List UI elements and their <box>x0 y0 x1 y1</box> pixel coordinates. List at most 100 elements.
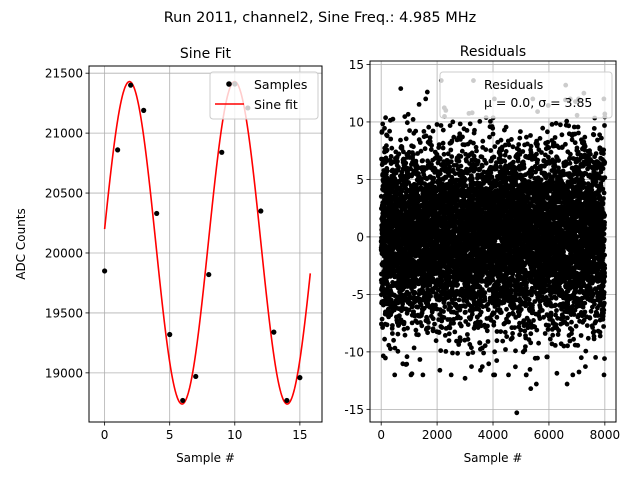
residual-point <box>474 148 479 154</box>
residual-point <box>498 137 504 143</box>
residual-point <box>509 335 515 341</box>
residual-point <box>498 329 504 334</box>
residual-point <box>440 145 446 151</box>
sample-point <box>219 149 225 155</box>
residual-point <box>515 158 521 164</box>
left-y-tick-label: 20500 <box>45 187 83 201</box>
left-x-tick-label: 0 <box>101 428 109 442</box>
residual-point <box>482 290 488 296</box>
residual-point <box>494 338 500 344</box>
residual-point <box>485 307 491 313</box>
residual-point <box>403 136 409 142</box>
residual-point <box>450 119 456 125</box>
left-x-tick-label: 15 <box>292 428 307 442</box>
residual-point <box>469 345 474 351</box>
residual-point <box>419 323 425 329</box>
residual-point <box>504 306 509 312</box>
residual-point <box>471 140 476 146</box>
residual-point <box>387 193 393 199</box>
residual-point <box>452 329 458 335</box>
residual-point <box>384 143 389 149</box>
residual-point <box>438 348 444 353</box>
residual-point <box>416 102 422 107</box>
sine-fit-y-axis-label: ADC Counts <box>14 208 28 280</box>
residual-point <box>395 348 401 354</box>
residual-point <box>503 149 509 154</box>
sample-point <box>297 375 303 381</box>
residual-point <box>465 332 470 337</box>
residual-point <box>412 284 417 289</box>
residual-point <box>417 357 423 362</box>
residual-point <box>380 325 385 330</box>
sample-point <box>154 210 160 217</box>
residual-point <box>416 332 421 338</box>
residual-point <box>396 164 401 170</box>
residual-point <box>420 158 425 164</box>
residual-point <box>458 154 464 159</box>
sample-point <box>284 397 290 404</box>
sample-point <box>206 271 212 278</box>
residual-point <box>429 143 434 148</box>
left-y-tick-label: 21000 <box>45 127 83 141</box>
residual-point <box>486 361 492 367</box>
residual-point <box>443 349 449 354</box>
sample-point <box>141 107 147 113</box>
residual-point <box>458 315 463 321</box>
residual-point <box>502 158 508 164</box>
residual-point <box>437 156 443 161</box>
residual-point <box>510 144 516 150</box>
residual-point <box>485 339 491 344</box>
residual-point <box>430 128 436 134</box>
residual-point <box>492 372 498 378</box>
residual-point <box>512 325 517 330</box>
residual-point <box>382 125 387 131</box>
residual-point <box>405 111 411 117</box>
residual-point <box>440 140 446 146</box>
residual-point <box>464 127 470 133</box>
sine-fit-plot-area <box>102 80 312 405</box>
residual-point <box>463 309 468 315</box>
left-y-tick-label: 19500 <box>45 306 83 320</box>
residual-point <box>481 350 486 356</box>
residual-point <box>415 151 420 156</box>
residual-point <box>494 358 500 363</box>
residual-point <box>498 310 504 315</box>
residual-point <box>383 115 388 121</box>
residual-point <box>477 119 483 124</box>
left-y-tick-label: 21500 <box>45 67 83 81</box>
residual-point <box>503 124 509 130</box>
residual-point <box>428 293 433 299</box>
residual-point <box>390 331 395 336</box>
legend-samples-label: Samples <box>254 77 307 92</box>
residual-point <box>455 350 460 356</box>
residual-point <box>388 157 393 163</box>
residual-point <box>483 160 489 166</box>
residual-point <box>449 154 455 160</box>
residual-point <box>397 313 402 319</box>
residual-point <box>516 142 522 147</box>
residual-point <box>465 351 471 357</box>
sample-point <box>102 268 108 274</box>
residual-point <box>483 147 489 153</box>
sample-point <box>180 397 186 404</box>
residual-point <box>379 316 385 322</box>
residual-point <box>426 325 431 331</box>
residual-point <box>399 188 405 194</box>
residual-point <box>383 355 388 361</box>
residual-point <box>411 345 417 351</box>
residual-point <box>465 336 471 342</box>
residual-point <box>456 297 462 303</box>
residual-point <box>438 123 444 128</box>
residual-point <box>411 144 416 150</box>
residual-point <box>469 364 474 369</box>
residuals-plot-area <box>378 78 608 416</box>
residual-point <box>395 331 401 337</box>
residual-point <box>448 372 454 378</box>
residual-point <box>415 165 421 171</box>
left-x-tick-label: 5 <box>166 428 174 442</box>
residual-point <box>401 149 406 155</box>
residual-point <box>378 194 384 199</box>
residual-point <box>418 148 424 154</box>
